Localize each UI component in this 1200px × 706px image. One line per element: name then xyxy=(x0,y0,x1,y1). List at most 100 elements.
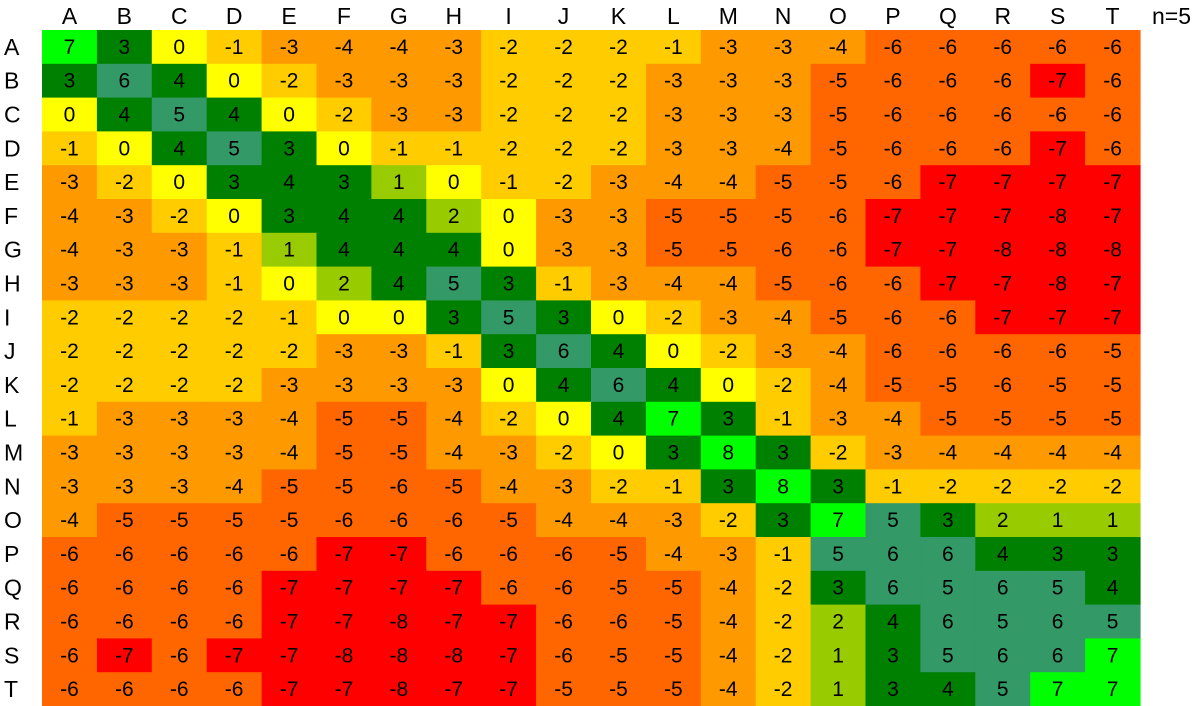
cell-value-label: -2 xyxy=(664,306,683,329)
cell-value-label: -5 xyxy=(993,408,1012,431)
heatmap-cell xyxy=(151,604,208,639)
cell-value-label: -5 xyxy=(444,475,463,498)
heatmap-cell xyxy=(261,604,318,639)
cell-value-label: 3 xyxy=(942,509,954,532)
heatmap-cell xyxy=(865,199,921,234)
cell-value-label: -6 xyxy=(115,577,134,600)
cell-value-label: -5 xyxy=(939,408,958,431)
cell-value-label: -6 xyxy=(225,577,244,600)
heatmap-cell xyxy=(975,672,1031,706)
heatmap-cell xyxy=(920,401,976,437)
cell-value-label: -6 xyxy=(170,577,189,600)
heatmap-cell xyxy=(865,672,921,706)
heatmap-cell xyxy=(96,266,153,301)
cell-value-label: -3 xyxy=(554,239,573,262)
cell-value-label: -3 xyxy=(60,171,79,194)
heatmap-cell xyxy=(1085,30,1141,65)
cell-value-label: 7 xyxy=(832,509,844,532)
heatmap-cell xyxy=(1085,401,1141,437)
cell-value-label: -4 xyxy=(829,374,848,397)
cell-value-label: -6 xyxy=(884,36,903,59)
cell-value-label: -2 xyxy=(499,70,518,93)
cell-value-label: -2 xyxy=(719,509,738,532)
heatmap-cell xyxy=(426,368,482,403)
cell-value-label: -5 xyxy=(719,205,738,228)
heatmap-cell xyxy=(591,232,647,268)
heatmap-cell xyxy=(810,266,867,301)
heatmap-cell xyxy=(645,401,702,437)
cell-value-label: -1 xyxy=(280,306,299,329)
cell-value-label: -6 xyxy=(829,239,848,262)
heatmap-cell xyxy=(536,570,592,606)
cell-value-label: -3 xyxy=(280,374,299,397)
heatmap-cell xyxy=(206,401,263,437)
cell-value-label: 4 xyxy=(393,239,405,262)
cell-value-label: -3 xyxy=(115,475,134,498)
heatmap-cell xyxy=(645,604,702,639)
cell-value-label: 4 xyxy=(668,374,680,397)
heatmap-cell xyxy=(42,672,98,706)
heatmap-cell xyxy=(371,401,427,437)
heatmap-cell xyxy=(865,570,921,606)
cell-value-label: 1 xyxy=(393,171,405,194)
cell-value-label: -7 xyxy=(1103,306,1122,329)
heatmap-cell xyxy=(810,401,867,437)
cell-value-label: -6 xyxy=(225,611,244,634)
heatmap-cell xyxy=(920,97,976,132)
cell-value-label: 5 xyxy=(887,509,899,532)
heatmap-cell xyxy=(426,503,482,538)
heatmap-cell xyxy=(810,199,867,234)
heatmap-cell xyxy=(975,604,1031,639)
heatmap-cell xyxy=(810,469,867,504)
cell-value-label: -2 xyxy=(774,611,793,634)
cell-value-label: -2 xyxy=(225,374,244,397)
heatmap-cell xyxy=(371,131,427,166)
heatmap-cell xyxy=(591,266,647,301)
cell-value-label: 3 xyxy=(832,475,844,498)
heatmap-cell xyxy=(810,672,867,706)
cell-value-label: -6 xyxy=(60,577,79,600)
cell-value-label: -8 xyxy=(444,644,463,667)
column-label: G xyxy=(390,3,408,29)
cell-value-label: -7 xyxy=(939,273,958,296)
heatmap-cell xyxy=(371,334,427,369)
cell-value-label: -6 xyxy=(884,306,903,329)
heatmap-cell xyxy=(920,131,976,166)
cell-value-label: -6 xyxy=(993,104,1012,127)
cell-value-label: -1 xyxy=(499,171,518,194)
cell-value-label: -8 xyxy=(390,611,409,634)
heatmap-cell xyxy=(865,300,921,335)
heatmap-cell xyxy=(426,97,482,132)
heatmap-cell xyxy=(261,165,318,200)
cell-value-label: -2 xyxy=(554,36,573,59)
cell-value-label: -5 xyxy=(829,137,848,160)
cell-value-label: -7 xyxy=(335,543,354,566)
heatmap-cell xyxy=(810,368,867,403)
heatmap-cell xyxy=(975,537,1031,572)
heatmap-cell xyxy=(920,165,976,200)
cell-value-label: -8 xyxy=(993,239,1012,262)
cell-value-label: 3 xyxy=(64,70,76,93)
heatmap-cell xyxy=(920,30,976,65)
cell-value-label: -2 xyxy=(719,340,738,363)
cell-value-label: 0 xyxy=(613,306,625,329)
cell-value-label: -3 xyxy=(664,70,683,93)
heatmap-cell xyxy=(755,503,812,538)
heatmap-cell xyxy=(151,435,208,470)
heatmap-cell xyxy=(865,537,921,572)
row-label: D xyxy=(4,135,21,161)
heatmap-cell xyxy=(426,300,482,335)
heatmap-cell xyxy=(96,638,153,673)
cell-value-label: -5 xyxy=(939,374,958,397)
heatmap-cell xyxy=(1085,165,1141,200)
cell-value-label: 4 xyxy=(173,137,185,160)
row-label: L xyxy=(4,406,17,432)
heatmap-cell xyxy=(42,368,98,403)
cell-value-label: -6 xyxy=(1103,137,1122,160)
heatmap-cell xyxy=(1085,435,1141,470)
heatmap-cell xyxy=(1085,537,1141,572)
cell-value-label: -6 xyxy=(884,104,903,127)
cell-value-label: -6 xyxy=(225,543,244,566)
heatmap-cell xyxy=(975,97,1031,132)
